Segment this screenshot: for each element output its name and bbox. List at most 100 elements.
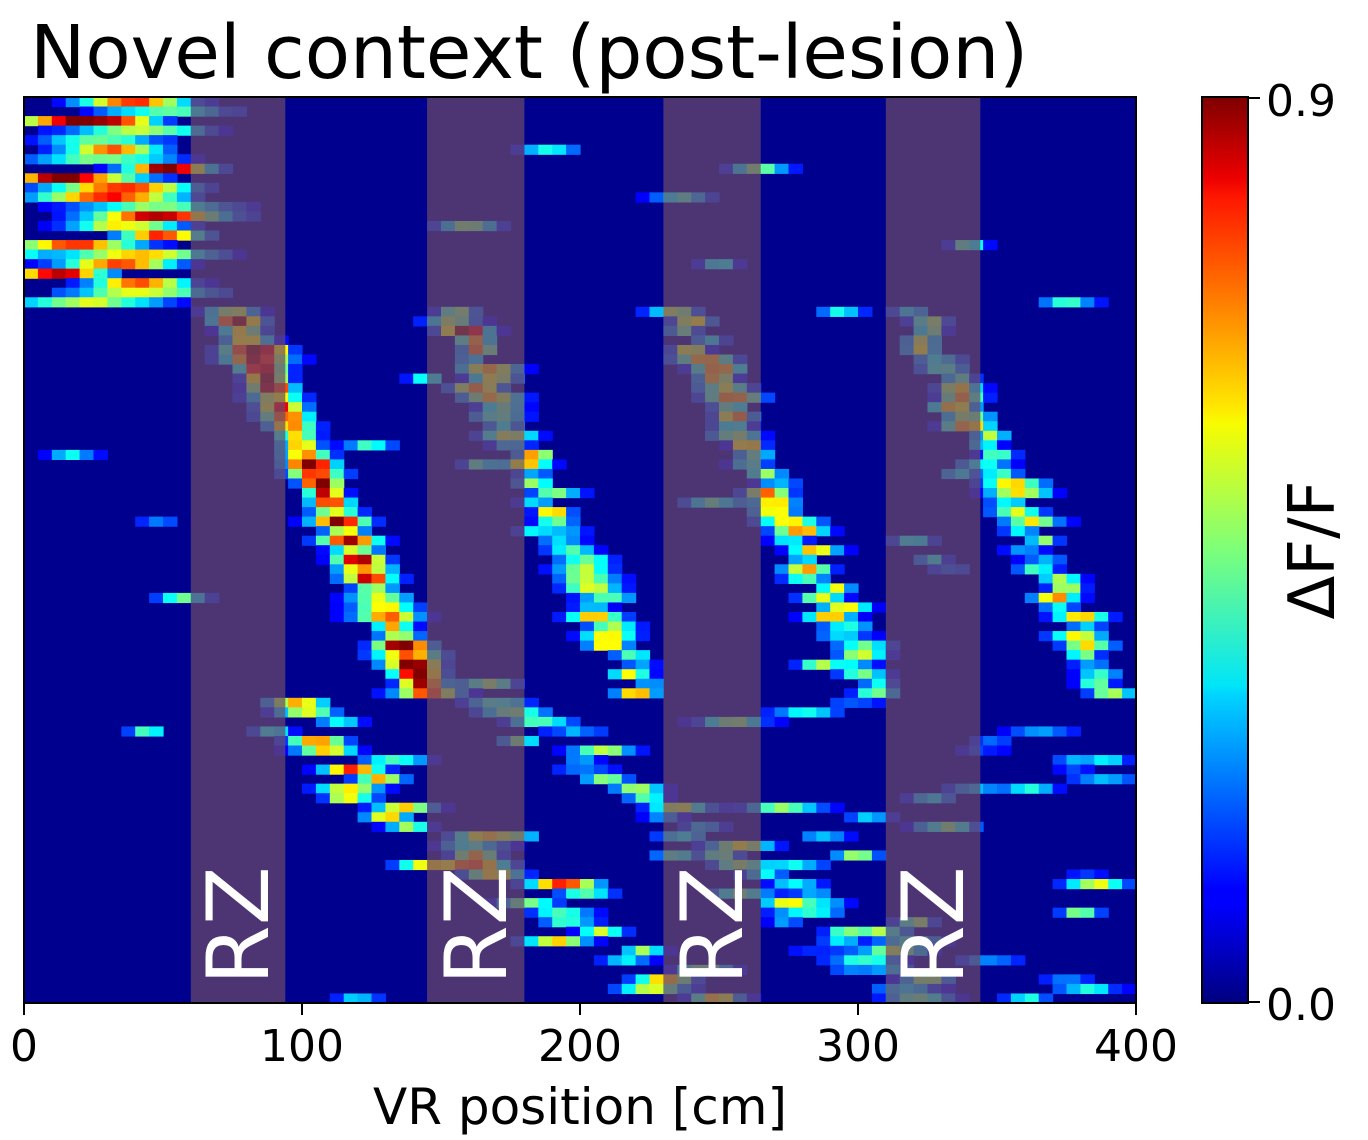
heatmap-cell — [24, 192, 39, 203]
heatmap-cell — [135, 173, 150, 184]
heatmap-cell — [163, 116, 178, 127]
heatmap-cell — [24, 154, 39, 165]
heatmap-cell — [51, 249, 67, 260]
heatmap-cell — [24, 297, 39, 308]
heatmap-cell — [774, 526, 790, 537]
heatmap-cell — [79, 297, 95, 308]
heatmap-cell — [830, 697, 845, 708]
heatmap-cell — [1094, 631, 1109, 642]
heatmap-cell — [593, 726, 609, 737]
heatmap-cell — [1080, 659, 1095, 670]
heatmap-cell — [1010, 545, 1026, 556]
heatmap-cell — [871, 945, 887, 956]
heatmap-cell — [607, 955, 623, 966]
heatmap-cell — [371, 764, 386, 775]
heatmap-cell — [163, 592, 178, 604]
heatmap-cell — [1066, 879, 1081, 890]
heatmap-cell — [871, 669, 887, 680]
heatmap-cell — [635, 688, 651, 699]
heatmap-cell — [1038, 631, 1054, 642]
heatmap-cell — [538, 526, 553, 537]
heatmap-cell — [79, 220, 95, 232]
heatmap-cell — [79, 211, 95, 222]
heatmap-cell — [357, 440, 373, 451]
heatmap-cell — [830, 592, 845, 604]
heatmap-cell — [760, 459, 776, 470]
heatmap-cell — [552, 611, 567, 623]
heatmap-cell — [399, 573, 414, 584]
heatmap-cell — [844, 631, 859, 642]
heatmap-cell — [343, 592, 359, 604]
heatmap-cell — [24, 268, 39, 279]
heatmap-cell — [302, 764, 317, 775]
heatmap-cell — [121, 201, 136, 213]
heatmap-cell — [830, 583, 845, 594]
heatmap-cell — [538, 879, 553, 890]
heatmap-cell — [607, 745, 623, 756]
heatmap-cell — [1094, 869, 1109, 880]
heatmap-cell — [858, 936, 873, 947]
heatmap-cell — [315, 497, 331, 508]
heatmap-cell — [621, 631, 637, 642]
heatmap-cell — [302, 468, 317, 480]
heatmap-cell — [79, 173, 95, 184]
heatmap-cell — [1052, 611, 1068, 623]
heatmap-cell — [1094, 640, 1109, 651]
heatmap-cell — [593, 545, 609, 556]
heatmap-cell — [858, 611, 873, 623]
heatmap-cell — [1080, 297, 1095, 308]
heatmap-cell — [121, 182, 136, 193]
heatmap-cell — [760, 879, 776, 890]
heatmap-cell — [858, 602, 873, 613]
heatmap-cell — [552, 535, 567, 546]
heatmap-cell — [37, 201, 53, 213]
heatmap-cell — [649, 812, 664, 823]
heatmap-cell — [149, 287, 164, 298]
heatmap-cell — [399, 602, 414, 613]
heatmap-cell — [135, 201, 150, 213]
heatmap-cell — [343, 583, 359, 594]
x-tick-label: 400 — [1094, 1021, 1178, 1072]
heatmap-cell — [1080, 611, 1095, 623]
heatmap-cell — [774, 545, 790, 556]
heatmap-cell — [357, 783, 373, 794]
heatmap-cell — [315, 440, 331, 451]
heatmap-cell — [329, 716, 345, 728]
heatmap-cell — [37, 182, 53, 193]
heatmap-cell — [1038, 297, 1054, 308]
heatmap-cell — [1024, 592, 1040, 604]
heatmap-cell — [1010, 955, 1026, 966]
heatmap-cell — [997, 745, 1012, 756]
heatmap-cell — [580, 611, 595, 623]
heatmap-cell — [343, 573, 359, 584]
heatmap-cell — [149, 163, 164, 174]
heatmap-cell — [93, 144, 108, 155]
heatmap-cell — [844, 964, 859, 975]
heatmap-cell — [371, 640, 386, 651]
heatmap-cell — [93, 287, 108, 298]
heatmap-cell — [760, 840, 776, 852]
heatmap-cell — [329, 592, 345, 604]
heatmap-cell — [65, 182, 81, 193]
heatmap-cell — [371, 545, 386, 556]
heatmap-cell — [371, 755, 386, 766]
heatmap-cell — [607, 926, 623, 937]
heatmap-cell — [580, 755, 595, 766]
heatmap-cell — [1094, 297, 1109, 308]
heatmap-cell — [343, 440, 359, 451]
heatmap-cell — [580, 602, 595, 613]
heatmap-cell — [760, 535, 776, 546]
heatmap-cell — [580, 907, 595, 918]
heatmap-cell — [1080, 764, 1095, 775]
heatmap-cell — [79, 259, 95, 270]
heatmap-cell — [830, 850, 845, 861]
heatmap-cell — [1080, 573, 1095, 584]
heatmap-cell — [997, 440, 1012, 451]
heatmap-cell — [24, 182, 39, 193]
heatmap-cell — [315, 745, 331, 756]
heatmap-cell — [329, 564, 345, 575]
heatmap-cell — [24, 259, 39, 270]
heatmap-cell — [816, 545, 831, 556]
heatmap-cell — [774, 859, 790, 871]
heatmap-cell — [1024, 507, 1040, 518]
